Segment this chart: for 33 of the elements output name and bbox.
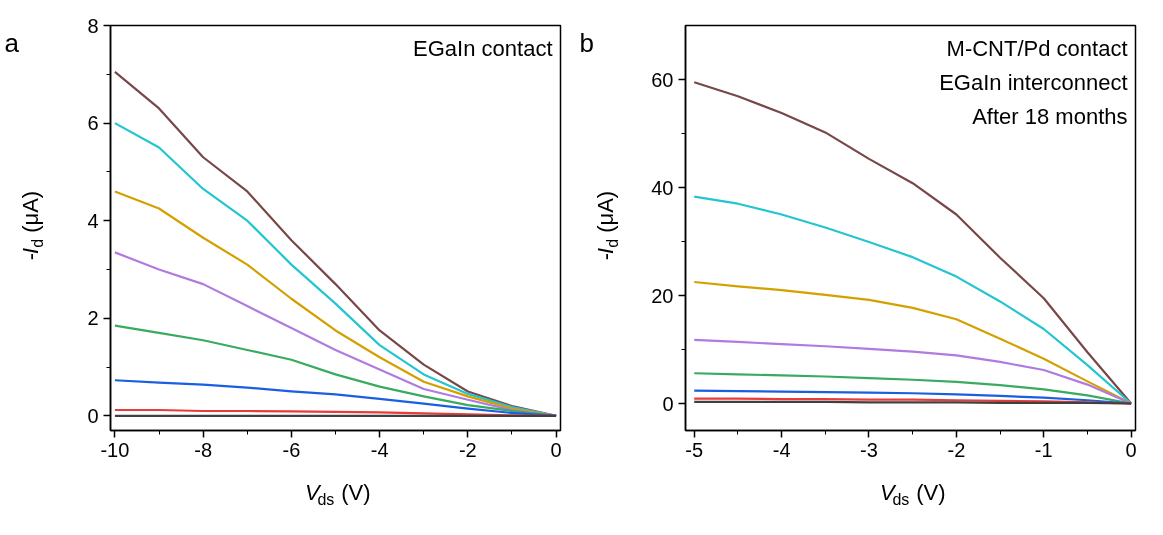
x-tick-label: -3	[860, 438, 878, 461]
x-tick-label: -1	[1034, 438, 1053, 461]
x-tick-label: -2	[947, 438, 966, 461]
y-tick-label: 0	[662, 392, 674, 415]
annotation: EGaIn contact	[413, 35, 553, 61]
y-tick-label: 60	[651, 68, 674, 91]
x-tick-label: -4	[772, 438, 791, 461]
line-series	[693, 338, 1133, 405]
chart-title: a	[4, 27, 20, 58]
y-tick-label: 0	[87, 404, 99, 427]
line-series	[693, 280, 1133, 405]
y-axis-title: -Id (μA)	[18, 190, 46, 261]
y-axis-title: -Id (μA)	[593, 190, 621, 261]
x-tick-label: -6	[282, 438, 301, 461]
x-tick-label: 0	[550, 438, 562, 461]
annotation: M-CNT/Pd contact	[946, 35, 1128, 61]
x-tick-label: -2	[458, 438, 477, 461]
y-tick-label: 20	[651, 284, 674, 307]
annotation: After 18 months	[972, 103, 1128, 129]
annotation: EGaIn interconnect	[939, 69, 1128, 95]
y-tick-label: 2	[87, 307, 99, 330]
y-tick-label: 8	[87, 14, 99, 37]
x-tick-label: -5	[685, 438, 704, 461]
x-tick-label: -8	[194, 438, 213, 461]
line-series	[693, 195, 1133, 405]
y-tick-label: 6	[87, 112, 99, 135]
x-tick-label: 0	[1125, 438, 1137, 461]
x-tick-label: -4	[370, 438, 389, 461]
y-tick-label: 40	[651, 176, 674, 199]
chart-title: b	[579, 27, 594, 58]
x-tick-label: -10	[100, 438, 130, 461]
y-tick-label: 4	[87, 209, 99, 232]
line-series	[113, 190, 558, 417]
